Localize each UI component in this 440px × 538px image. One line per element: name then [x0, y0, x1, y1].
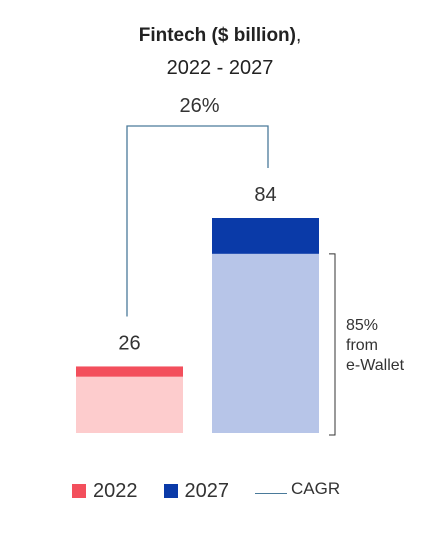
- legend-label-cagr: CAGR: [291, 479, 341, 498]
- bar-top-2027: [212, 218, 319, 254]
- annotation-line-0: 85%: [346, 317, 378, 334]
- bar-base-2027: [212, 253, 319, 433]
- chart-period: 2022 - 2027: [166, 57, 274, 79]
- legend-line-cagr: [255, 492, 287, 494]
- legend-label-2022: 2022: [93, 479, 138, 502]
- cagr-value-label: 26%: [179, 95, 219, 117]
- legend-item-2027: 2027: [163, 479, 230, 503]
- legend-item-2022: 2022: [72, 480, 138, 503]
- legend-swatch-2022: [72, 484, 86, 498]
- bar-base-2022: [76, 376, 183, 433]
- legend: 2022 2027 CAGR: [72, 479, 366, 503]
- cagr-bracket-line: [126, 125, 269, 317]
- legend-swatch-2027: [163, 484, 178, 498]
- annotation-line-1: from: [346, 337, 378, 354]
- annotation-line-2: e-Wallet: [346, 357, 405, 374]
- bar-labels: 26 84: [118, 184, 276, 354]
- annotation: 85% from e-Wallet: [329, 253, 405, 436]
- total-label-2022: 26: [118, 332, 140, 354]
- bars: [76, 218, 319, 433]
- annotation-brace: [329, 253, 336, 436]
- chart-title-comma: ,: [296, 25, 302, 46]
- chart-title: Fintech ($ billion),: [0, 24, 440, 48]
- legend-label-2027: 2027: [184, 479, 230, 502]
- legend-item-cagr: CAGR: [255, 479, 340, 499]
- total-label-2027: 84: [254, 184, 276, 206]
- chart-title-main: Fintech ($ billion): [138, 25, 296, 46]
- bar-top-2022: [76, 366, 183, 377]
- cagr-bracket: 26%: [126, 95, 269, 317]
